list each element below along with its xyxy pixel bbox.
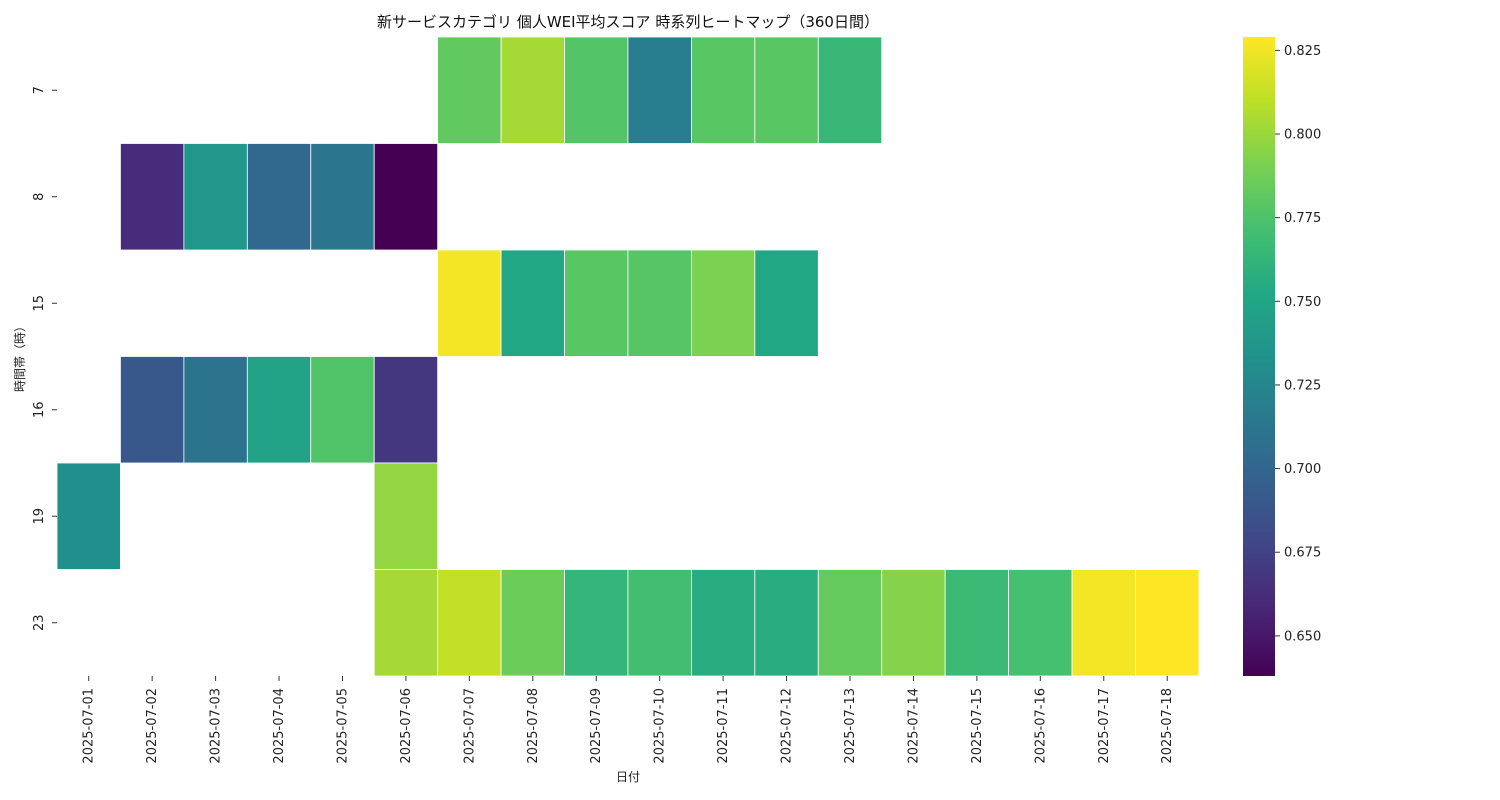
- x-tick-label: 2025-07-14: [906, 688, 921, 764]
- y-tick-label: 8: [32, 193, 47, 201]
- heatmap-cell: [437, 569, 502, 677]
- heatmap-cell: [120, 143, 185, 251]
- y-axis-label: 時間帯（時）: [13, 320, 27, 392]
- heatmap-cell: [691, 249, 756, 357]
- heatmap-cells: [56, 36, 1200, 677]
- heatmap-cell: [500, 569, 565, 677]
- heatmap-cell: [944, 569, 1009, 677]
- colorbar-tick-label: 0.800: [1284, 128, 1321, 143]
- x-axis-label: 日付: [616, 770, 640, 784]
- x-tick-label: 2025-07-07: [462, 688, 477, 764]
- heatmap-cell: [183, 356, 248, 464]
- heatmap-cell: [754, 36, 819, 144]
- heatmap-cell: [373, 462, 439, 570]
- x-tick-label: 2025-07-05: [335, 688, 350, 764]
- heatmap-cell: [691, 36, 756, 144]
- heatmap-cell: [1135, 569, 1200, 677]
- heatmap-cell: [754, 249, 819, 357]
- x-tick-label: 2025-07-06: [399, 688, 414, 764]
- heatmap-cell: [373, 569, 439, 677]
- x-tick-label: 2025-07-11: [716, 688, 731, 764]
- heatmap-cell: [310, 143, 375, 251]
- colorbar-tick-label: 0.700: [1284, 462, 1321, 477]
- colorbar: [1243, 37, 1275, 676]
- heatmap-cell: [627, 249, 692, 357]
- heatmap-cell: [754, 569, 819, 677]
- x-tick-label: 2025-07-15: [970, 688, 985, 764]
- colorbar-tick-label: 0.750: [1284, 295, 1321, 310]
- x-tick-label: 2025-07-13: [843, 688, 858, 764]
- x-tick-label: 2025-07-10: [653, 688, 668, 764]
- y-tick-label: 19: [32, 508, 47, 525]
- heatmap-cell: [246, 356, 312, 464]
- x-tick-label: 2025-07-18: [1160, 688, 1175, 764]
- y-tick-label: 7: [32, 86, 47, 94]
- x-tick-label: 2025-07-09: [589, 688, 604, 764]
- colorbar-tick-label: 0.775: [1284, 211, 1321, 226]
- x-axis-ticks: 2025-07-01 2025-07-02 2025-07-03 2025-07-04…: [82, 676, 1175, 764]
- y-tick-label: 15: [32, 295, 47, 312]
- heatmap-cell: [627, 36, 692, 144]
- x-tick-label: 2025-07-02: [145, 688, 160, 764]
- x-tick-label: 2025-07-16: [1033, 688, 1048, 764]
- colorbar-tick-label: 0.825: [1284, 44, 1321, 59]
- x-tick-label: 2025-07-12: [780, 688, 795, 764]
- heatmap-cell: [373, 356, 439, 464]
- heatmap-cell: [500, 249, 565, 357]
- chart-title: 新サービスカテゴリ 個人WEI平均スコア 時系列ヒートマップ（360日間）: [377, 13, 879, 31]
- heatmap-cell: [120, 356, 185, 464]
- heatmap-cell: [183, 143, 248, 251]
- x-tick-label: 2025-07-08: [526, 688, 541, 764]
- colorbar-tick-label: 0.650: [1284, 629, 1321, 644]
- y-tick-label: 23: [32, 614, 47, 631]
- heatmap-cell: [1008, 569, 1073, 677]
- heatmap-cell: [691, 569, 756, 677]
- y-tick-label: 16: [32, 401, 47, 418]
- heatmap-cell: [881, 569, 946, 677]
- y-axis-ticks: 7 8 15 16 19 23: [32, 86, 57, 631]
- heatmap-cell: [437, 249, 502, 357]
- heatmap-cell: [310, 356, 375, 464]
- x-tick-label: 2025-07-04: [272, 688, 287, 764]
- heatmap-cell: [817, 569, 883, 677]
- heatmap-cell: [627, 569, 692, 677]
- heatmap-cell: [564, 249, 629, 357]
- x-tick-label: 2025-07-03: [209, 688, 224, 764]
- heatmap-cell: [564, 569, 629, 677]
- x-tick-label: 2025-07-01: [82, 688, 97, 764]
- heatmap-cell: [564, 36, 629, 144]
- colorbar-tick-label: 0.725: [1284, 378, 1321, 393]
- colorbar-ticks: 0.650 0.675 0.700 0.725 0.750 0.775 0.800 0.825: [1275, 44, 1321, 644]
- heatmap-cell: [373, 143, 439, 251]
- heatmap-cell: [437, 36, 502, 144]
- heatmap-cell: [817, 36, 883, 144]
- heatmap-cell: [56, 462, 121, 570]
- heatmap-cell: [246, 143, 312, 251]
- colorbar-tick-label: 0.675: [1284, 546, 1321, 561]
- heatmap-cell: [1071, 569, 1136, 677]
- x-tick-label: 2025-07-17: [1097, 688, 1112, 764]
- heatmap-cell: [500, 36, 565, 144]
